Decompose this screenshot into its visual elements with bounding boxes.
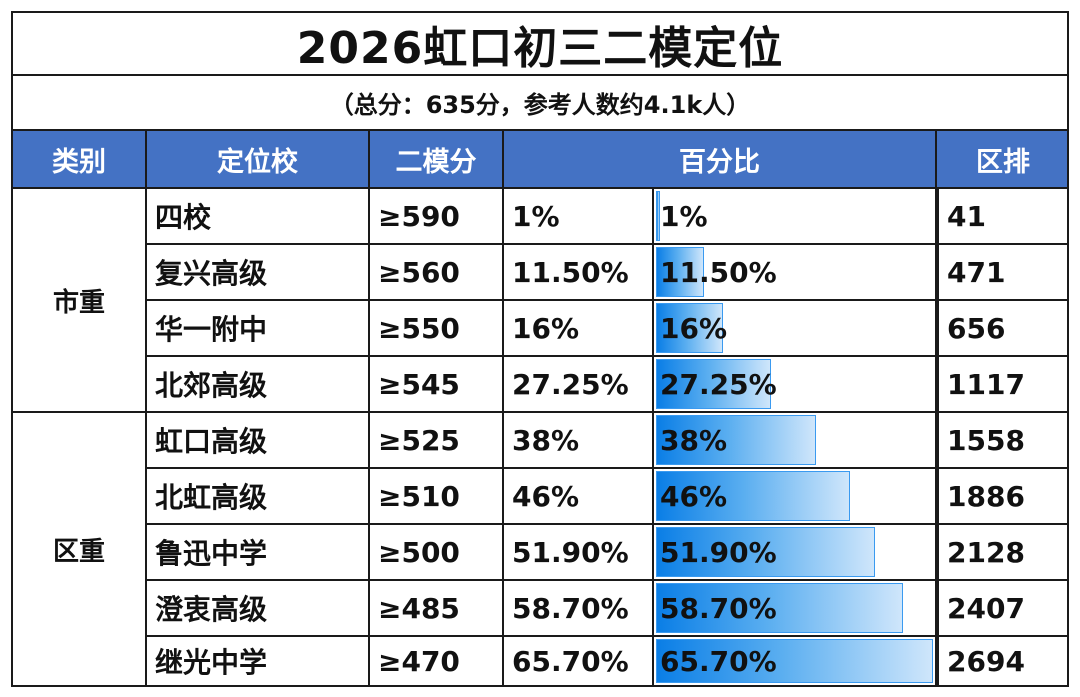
percent-bar-cell: 11.50% xyxy=(652,245,937,299)
percent-text: 11.50% xyxy=(512,255,629,289)
percent-bar-label: 38% xyxy=(660,423,728,457)
district-rank: 2407 xyxy=(937,581,1069,635)
percent-text: 27.25% xyxy=(512,367,629,401)
score-threshold: ≥560 xyxy=(370,245,504,299)
table-row: 虹口高级 ≥525 38% 38% 1558 xyxy=(147,413,1069,469)
percent-bar-cell: 1% xyxy=(652,189,937,243)
school-name: 澄衷高级 xyxy=(147,581,370,635)
percent-bar-cell: 58.70% xyxy=(652,581,937,635)
percent-bar-label: 46% xyxy=(660,479,728,513)
percent-text: 58.70% xyxy=(512,591,629,625)
school-name: 华一附中 xyxy=(147,301,370,355)
score-threshold: ≥510 xyxy=(370,469,504,523)
school-name: 四校 xyxy=(147,189,370,243)
district-rank: 2694 xyxy=(937,637,1069,685)
percent-bar-label: 51.90% xyxy=(660,535,777,569)
header-school: 定位校 xyxy=(147,131,370,187)
percent-bar-label: 11.50% xyxy=(660,255,777,289)
percent-bar xyxy=(656,639,933,683)
table-body: 市重 区重 四校 ≥590 1% 1% 41 复兴高级 ≥560 11.50% 11.50% 47… xyxy=(13,189,1069,685)
percent-bar-cell: 16% xyxy=(652,301,937,355)
school-name: 鲁迅中学 xyxy=(147,525,370,579)
score-threshold: ≥525 xyxy=(370,413,504,467)
percent-bar-label: 58.70% xyxy=(660,591,777,625)
percent-bar xyxy=(656,247,705,297)
percent-bar-label: 1% xyxy=(660,199,708,233)
school-name: 北郊高级 xyxy=(147,357,370,411)
table-row: 澄衷高级 ≥485 58.70% 58.70% 2407 xyxy=(147,581,1069,637)
percent-text: 1% xyxy=(512,199,560,233)
percent-bar xyxy=(656,583,904,633)
percent-bar-label: 65.70% xyxy=(660,644,777,678)
percent-bar-cell: 51.90% xyxy=(652,525,937,579)
table-row: 北郊高级 ≥545 27.25% 27.25% 1117 xyxy=(147,357,1069,413)
percent-text: 16% xyxy=(512,311,580,345)
school-name: 北虹高级 xyxy=(147,469,370,523)
score-threshold: ≥485 xyxy=(370,581,504,635)
header-rank: 区排 xyxy=(976,146,1030,178)
district-rank: 471 xyxy=(937,245,1069,299)
percent-bar-cell: 65.70% xyxy=(652,637,937,685)
score-threshold: ≥470 xyxy=(370,637,504,685)
header-score: 二模分 xyxy=(370,131,504,187)
percent-bar-label: 16% xyxy=(660,311,728,345)
district-rank: 1558 xyxy=(937,413,1069,467)
district-rank: 2128 xyxy=(937,525,1069,579)
percent-bar xyxy=(656,471,850,521)
score-threshold: ≥545 xyxy=(370,357,504,411)
percent-bar xyxy=(656,527,875,577)
table-row: 鲁迅中学 ≥500 51.90% 51.90% 2128 xyxy=(147,525,1069,581)
header-category: 类别 xyxy=(13,131,147,187)
table-row: 华一附中 ≥550 16% 16% 656 xyxy=(147,301,1069,357)
school-name: 继光中学 xyxy=(147,637,370,685)
percent-bar xyxy=(656,415,817,465)
percent-text: 51.90% xyxy=(512,535,629,569)
percent-bar xyxy=(656,359,771,409)
percent-bar-cell: 38% xyxy=(652,413,937,467)
percent-bar-cell: 27.25% xyxy=(652,357,937,411)
table-row: 北虹高级 ≥510 46% 46% 1886 xyxy=(147,469,1069,525)
score-threshold: ≥590 xyxy=(370,189,504,243)
percent-bar xyxy=(656,303,724,353)
page-subtitle: （总分：635分，参考人数约4.1k人） xyxy=(13,76,1067,131)
category-district-key: 区重 xyxy=(13,413,147,685)
percent-text: 46% xyxy=(512,479,580,513)
score-table: 2026虹口初三二模定位 （总分：635分，参考人数约4.1k人） 类别 定位校… xyxy=(11,11,1069,687)
district-rank: 656 xyxy=(937,301,1069,355)
category-city-key: 市重 xyxy=(13,189,147,413)
percent-text: 65.70% xyxy=(512,644,629,678)
district-rank: 1117 xyxy=(937,357,1069,411)
school-name: 虹口高级 xyxy=(147,413,370,467)
header-percent: 百分比 xyxy=(504,131,937,187)
score-threshold: ≥500 xyxy=(370,525,504,579)
percent-bar-label: 27.25% xyxy=(660,367,777,401)
percent-bar xyxy=(656,191,661,241)
district-rank: 1886 xyxy=(937,469,1069,523)
school-name: 复兴高级 xyxy=(147,245,370,299)
table-header: 类别 定位校 二模分 百分比 区排 xyxy=(13,131,1067,189)
percent-bar-cell: 46% xyxy=(652,469,937,523)
page-title: 2026虹口初三二模定位 xyxy=(13,13,1067,76)
table-row: 四校 ≥590 1% 1% 41 xyxy=(147,189,1069,245)
table-row: 继光中学 ≥470 65.70% 65.70% 2694 xyxy=(147,637,1069,685)
score-threshold: ≥550 xyxy=(370,301,504,355)
table-row: 复兴高级 ≥560 11.50% 11.50% 471 xyxy=(147,245,1069,301)
district-rank: 41 xyxy=(937,189,1069,243)
percent-text: 38% xyxy=(512,423,580,457)
